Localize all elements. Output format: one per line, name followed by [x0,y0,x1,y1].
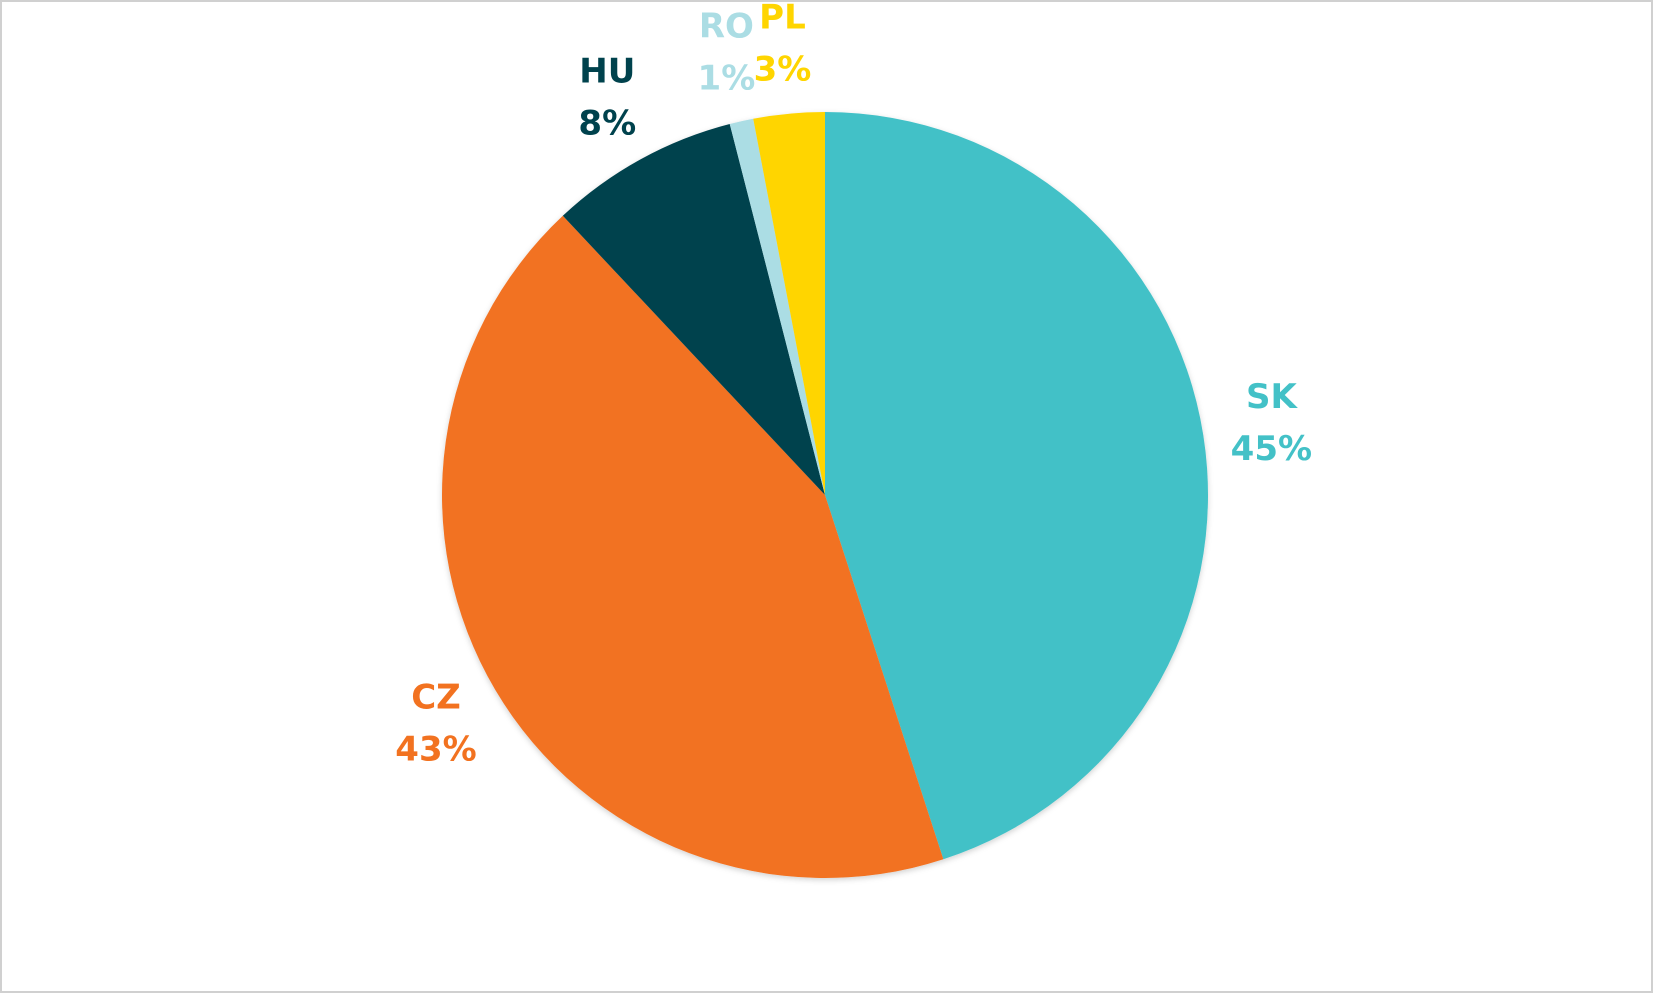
slice-value-label: 45% [1231,429,1312,469]
slice-value-label: 43% [395,730,476,770]
pie-slice [442,215,944,878]
slice-category-label: HU [579,51,635,91]
pie-slice [825,112,1208,860]
pie-slice [562,124,825,495]
slice-value-label: 8% [578,103,636,143]
slice-category-label: RO [699,6,754,46]
slice-category-label: CZ [411,678,461,718]
pie-slice [729,118,825,495]
pie-slice [753,112,825,495]
pie [442,112,1208,878]
slice-category-label: SK [1246,377,1298,417]
slice-value-label: 3% [754,50,812,90]
slice-category-label: PL [759,0,806,38]
slice-value-label: 1% [698,58,756,98]
